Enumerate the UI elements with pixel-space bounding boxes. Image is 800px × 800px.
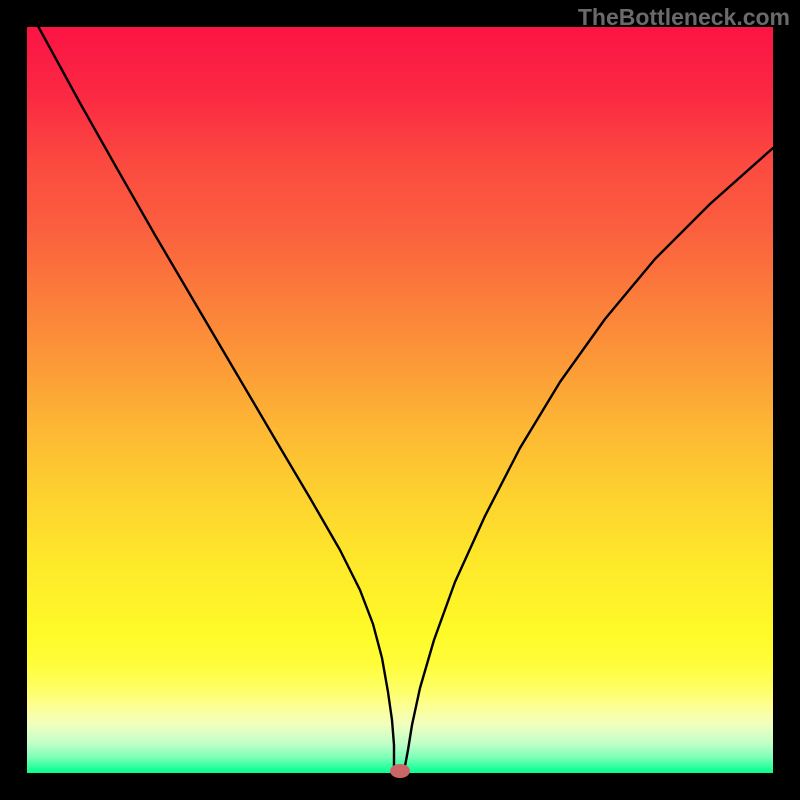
gradient-background bbox=[27, 27, 773, 773]
watermark-text: TheBottleneck.com bbox=[578, 4, 790, 31]
optimal-marker bbox=[390, 764, 410, 778]
